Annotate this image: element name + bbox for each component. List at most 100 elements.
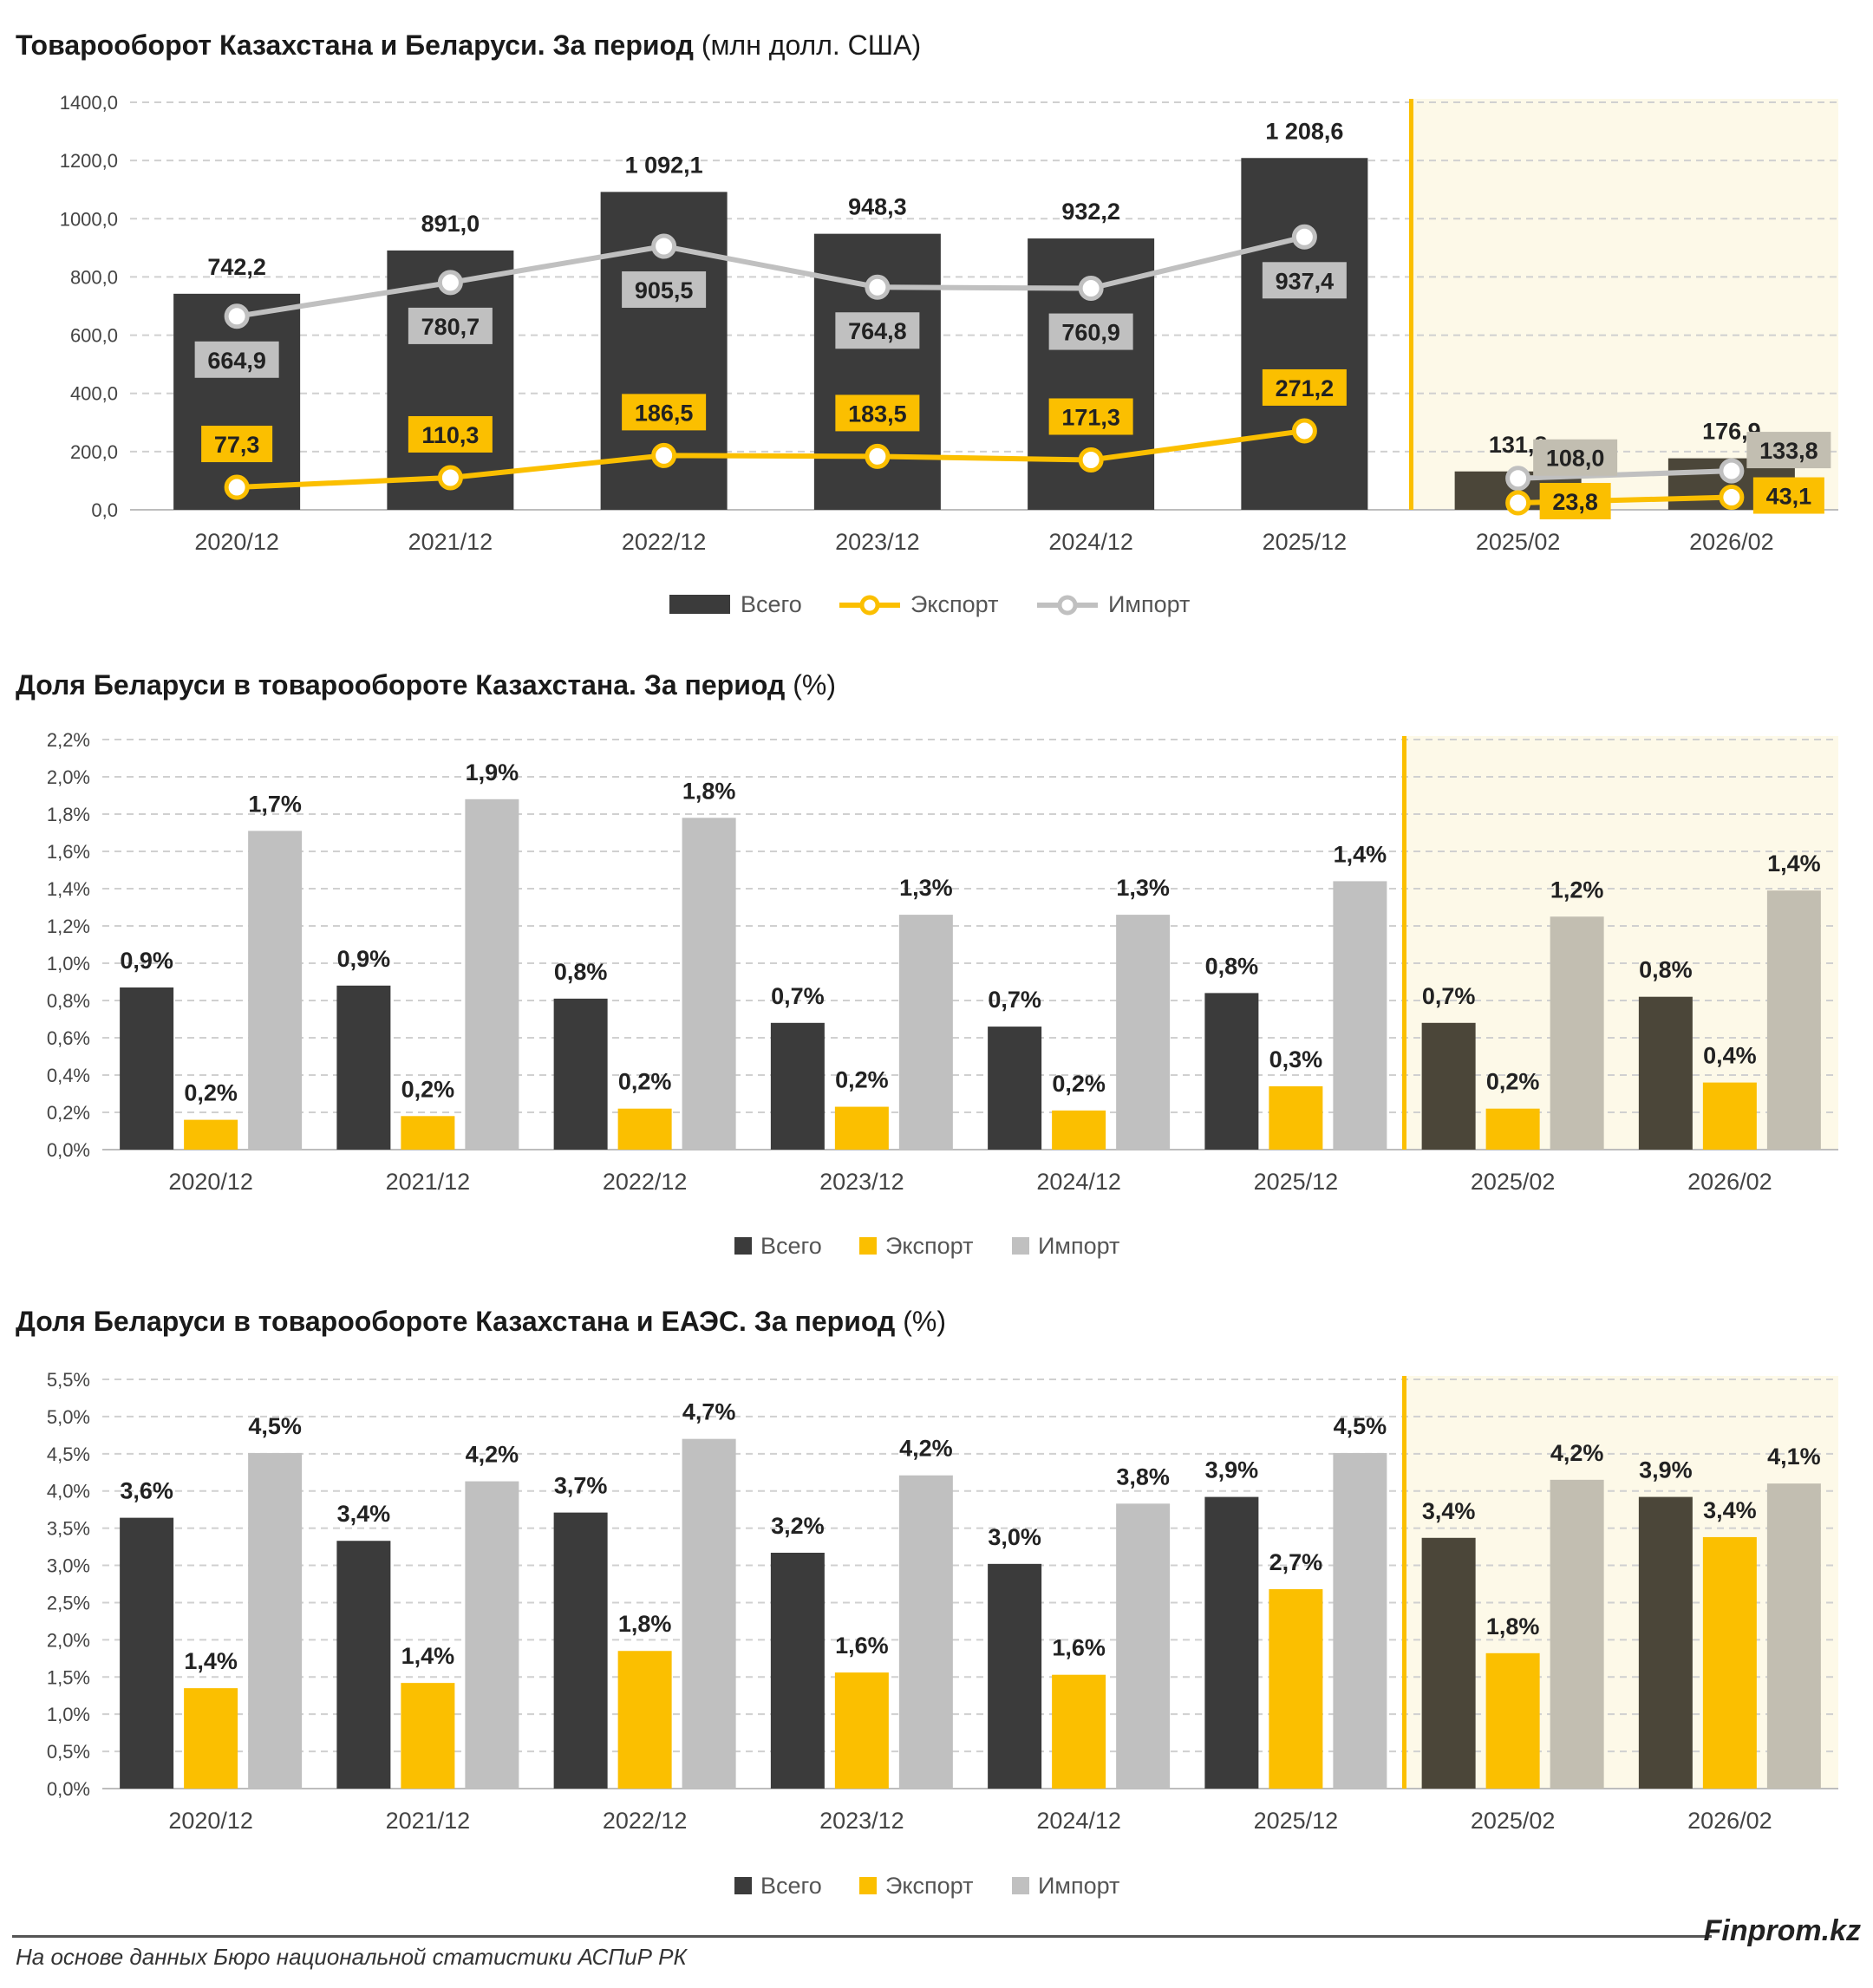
c1-category-label: 2024/12 (1048, 529, 1133, 555)
c1-ytick-label: 400,0 (70, 383, 118, 405)
c2-label-export: 0,4% (1703, 1043, 1757, 1069)
c2-bar-import (898, 915, 953, 1150)
c3-label-export: 3,4% (1703, 1497, 1757, 1523)
c1-marker-import (437, 270, 463, 296)
c2-category-label: 2025/12 (1254, 1169, 1339, 1195)
c2-bar-total (988, 1027, 1042, 1150)
c1-label-total: 1 208,6 (1265, 118, 1343, 144)
c1-label-import: 760,9 (1061, 320, 1120, 346)
c3-label-export: 1,8% (1486, 1613, 1540, 1639)
c3-bar-import (1116, 1503, 1171, 1789)
c3-bar-total (1204, 1496, 1259, 1789)
c3-label-total: 3,9% (1205, 1457, 1259, 1483)
c1-marker-import (1719, 458, 1745, 484)
c1-legend-marker (1057, 595, 1078, 616)
c3-bar-total (988, 1563, 1042, 1789)
c2-legend-swatch (734, 1237, 752, 1255)
c3-bar-total (336, 1541, 391, 1789)
c2-bar-total (553, 998, 608, 1150)
chart1-title: Товарооборот Казахстана и Беларуси. За п… (16, 29, 922, 61)
c3-legend-label: Всего (760, 1873, 822, 1899)
c1-label-export-box (835, 394, 920, 432)
c2-ytick-label: 1,0% (47, 953, 90, 974)
c1-line-import (236, 234, 1306, 319)
c2-label-export: 0,2% (618, 1069, 672, 1095)
c2-ytick-label: 1,2% (47, 916, 90, 937)
c3-ytick-label: 2,0% (47, 1629, 90, 1651)
c2-category-label: 2021/12 (386, 1169, 471, 1195)
c2-label-export: 0,2% (184, 1080, 238, 1106)
c2-label-total: 0,7% (1422, 983, 1476, 1009)
c2-label-import: 1,8% (682, 778, 736, 804)
c2-label-export: 0,3% (1269, 1046, 1323, 1072)
c2-category-label: 2025/02 (1471, 1169, 1556, 1195)
c1-label-import: 108,0 (1546, 446, 1605, 472)
c2-bar-total (120, 987, 174, 1150)
c1-label-export: 271,2 (1276, 375, 1335, 401)
c2-label-export: 0,2% (401, 1076, 455, 1102)
c3-bar-export (1269, 1589, 1323, 1789)
c2-category-label: 2020/12 (168, 1169, 253, 1195)
c1-label-export: 183,5 (848, 401, 907, 427)
c2-bar-export (1269, 1085, 1323, 1150)
c2-bar-import (248, 831, 303, 1150)
c2-bar-import (465, 798, 519, 1150)
c2-bar-total (1421, 1022, 1476, 1150)
c3-bar-export (184, 1688, 238, 1789)
c1-marker-import (1505, 466, 1531, 492)
c2-ytick-label: 0,8% (47, 990, 90, 1012)
c1-label-total: 891,0 (421, 211, 480, 237)
c2-bar-export (1052, 1110, 1106, 1150)
c1-category-label: 2022/12 (622, 529, 707, 555)
c1-marker-import (651, 233, 677, 259)
c3-legend-swatch (734, 1877, 752, 1894)
c1-marker-export (437, 465, 463, 491)
c3-ytick-label: 5,0% (47, 1406, 90, 1428)
c1-ytick-label: 1200,0 (60, 150, 118, 172)
c1-label-import-box (1048, 313, 1133, 350)
c3-label-import: 4,5% (248, 1413, 302, 1439)
c2-bar-import (1116, 915, 1171, 1150)
c2-highlight-area (1404, 736, 1838, 1150)
c2-bar-import (1766, 890, 1821, 1150)
c3-highlight-area (1404, 1376, 1838, 1789)
c3-bar-import (682, 1438, 736, 1789)
c2-bar-export (1485, 1108, 1540, 1150)
c3-bar-export (1702, 1536, 1757, 1789)
c3-category-label: 2025/12 (1254, 1808, 1339, 1834)
c1-legend-swatch (669, 595, 730, 614)
c3-label-total: 3,4% (1422, 1498, 1476, 1524)
c2-label-total: 0,8% (1639, 957, 1693, 983)
c1-label-export: 171,3 (1061, 404, 1120, 430)
c2-legend-swatch (859, 1237, 877, 1255)
c3-ytick-label: 2,5% (47, 1592, 90, 1613)
c2-label-total: 0,9% (120, 948, 173, 974)
c1-label-import: 905,5 (635, 277, 694, 303)
c2-bar-export (401, 1116, 455, 1150)
c1-label-total: 932,2 (1061, 199, 1120, 225)
c3-bar-import (465, 1481, 519, 1789)
c3-bar-import (1333, 1452, 1387, 1789)
c3-ytick-label: 3,5% (47, 1518, 90, 1540)
c3-bar-total (1638, 1496, 1693, 1789)
c1-ytick-label: 200,0 (70, 441, 118, 463)
c1-label-export-box (201, 426, 273, 463)
c1-category-label: 2023/12 (835, 529, 920, 555)
c1-marker-import (224, 303, 250, 329)
c2-category-label: 2024/12 (1036, 1169, 1121, 1195)
c3-legend-label: Импорт (1038, 1873, 1119, 1899)
c1-marker-export (865, 443, 891, 469)
c1-label-export-box (1048, 398, 1133, 435)
c2-ytick-label: 2,2% (47, 729, 90, 751)
c3-bar-export (1052, 1674, 1106, 1789)
c3-bar-total (1421, 1537, 1476, 1789)
c1-label-import-box (408, 307, 493, 344)
c1-marker-export (1291, 418, 1317, 444)
c2-label-import: 1,3% (1116, 875, 1170, 901)
c1-ytick-label: 800,0 (70, 266, 118, 288)
c1-legend-label: Экспорт (910, 591, 998, 617)
c1-category-label: 2020/12 (194, 529, 279, 555)
c1-label-export-box (1752, 477, 1824, 514)
trade-turnover-chart: 0,0 200,0 400,0 600,0 800,0 1000,0 1200,0 1400,… (60, 92, 1838, 617)
c2-bar-export (184, 1119, 238, 1150)
